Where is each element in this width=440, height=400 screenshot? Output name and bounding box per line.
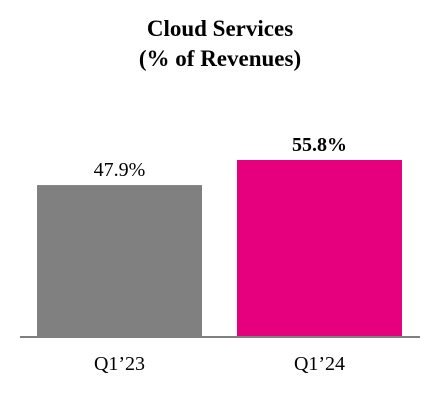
chart-title: Cloud Services [146, 16, 294, 41]
bar-2 [237, 160, 402, 337]
data-label-2: 55.8% [292, 134, 347, 156]
labels-layer: 47.9% Q1’23 55.8% Q1’24 [94, 134, 347, 375]
category-label-1: Q1’23 [94, 353, 145, 375]
bars-layer [37, 160, 402, 337]
data-label-1: 47.9% [94, 159, 146, 181]
bar-1 [37, 185, 202, 337]
category-label-2: Q1’24 [294, 353, 345, 375]
chart-subtitle: (% of Revenues) [138, 46, 302, 71]
